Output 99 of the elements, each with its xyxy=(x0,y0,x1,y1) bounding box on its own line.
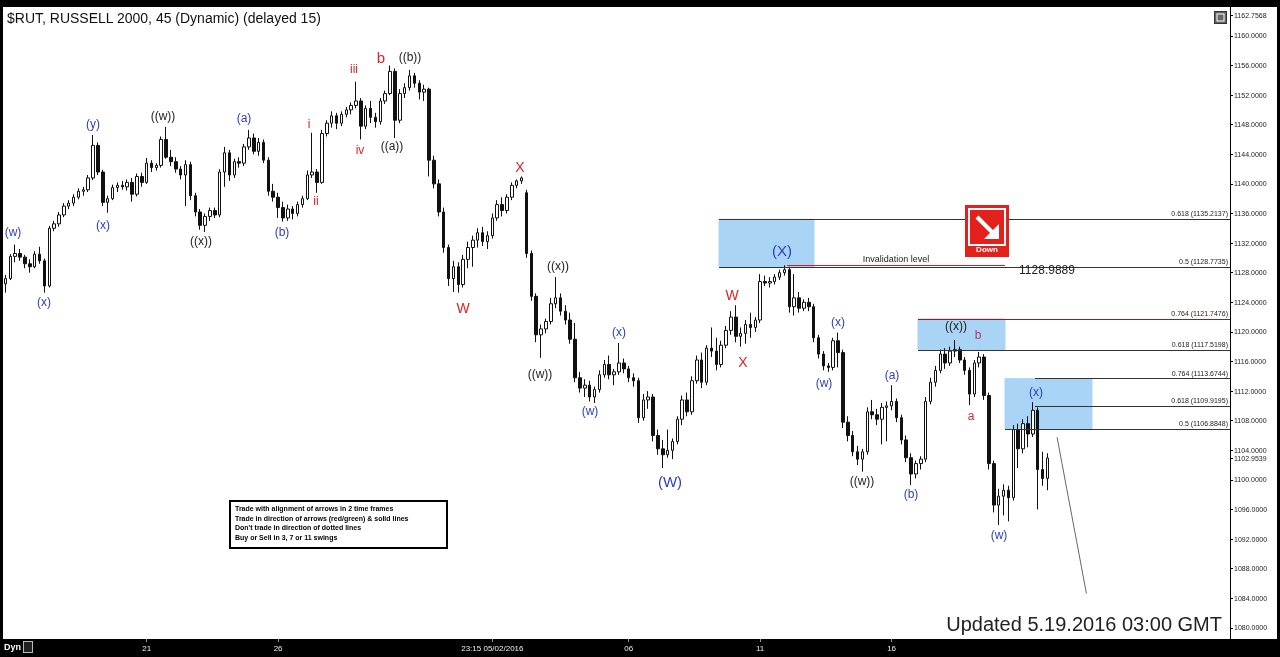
candlestick xyxy=(778,269,781,281)
candlestick xyxy=(744,319,747,345)
candlestick xyxy=(340,110,343,127)
line-series xyxy=(1056,437,1087,594)
annotation: (x) xyxy=(37,295,51,310)
candlestick xyxy=(77,187,80,200)
annotation: X xyxy=(515,159,525,176)
candlestick xyxy=(817,334,820,360)
candlestick xyxy=(184,159,187,207)
annotation: b xyxy=(376,48,386,67)
annotation: W xyxy=(456,300,470,317)
annotation: (w) xyxy=(4,225,22,240)
candlestick xyxy=(895,397,898,423)
annotation: ((a)) xyxy=(380,139,404,154)
candlestick xyxy=(637,377,640,424)
candlestick xyxy=(559,292,562,317)
chart-title: $RUT, RUSSELL 2000, 45 (Dynamic) (delayed 15) xyxy=(7,10,321,26)
candlestick xyxy=(1046,452,1049,491)
candlestick xyxy=(520,175,523,185)
candlestick xyxy=(934,365,937,388)
annotation: ((w)) xyxy=(527,367,553,382)
annotation: (x) xyxy=(612,325,626,340)
candlestick xyxy=(705,344,708,386)
candlestick xyxy=(710,326,713,358)
candlestick xyxy=(968,366,971,406)
candlestick xyxy=(374,112,377,129)
candlestick xyxy=(856,445,859,466)
annotation: ii xyxy=(313,194,319,209)
candlestick xyxy=(38,246,41,265)
annotation: (X) xyxy=(772,241,792,260)
candlestick xyxy=(481,226,484,247)
annotation: ((x)) xyxy=(190,234,212,249)
candlestick xyxy=(1007,485,1010,522)
candlestick xyxy=(413,72,416,89)
candlestick xyxy=(890,384,893,411)
annotation: (W) xyxy=(657,472,683,491)
candlestick xyxy=(223,146,226,188)
annotation: ((x)) xyxy=(945,319,967,334)
annotation: b xyxy=(974,328,982,343)
x-tick-label: 16 xyxy=(887,643,897,653)
annotation: a xyxy=(967,409,975,424)
candlestick xyxy=(593,386,596,404)
candlestick xyxy=(116,181,119,193)
annotation: ((w)) xyxy=(150,109,176,124)
candlestick xyxy=(525,189,528,259)
annotation: (w) xyxy=(581,404,599,419)
ref-line-label: Invalidation level xyxy=(862,253,930,264)
annotation: (x) xyxy=(96,218,110,233)
candlestick xyxy=(262,138,265,164)
annotation: i xyxy=(307,117,311,132)
candlestick xyxy=(72,193,75,207)
annotation: W xyxy=(725,287,739,304)
annotation: (y) xyxy=(86,117,100,132)
text: Dyn xyxy=(4,642,22,653)
annotation: 1128.9889 xyxy=(1019,263,1075,278)
x-tick-label: 06 xyxy=(624,643,634,653)
candlestick xyxy=(452,260,455,293)
annotation: X xyxy=(738,354,748,371)
candlestick xyxy=(861,448,864,473)
candlestick xyxy=(486,230,489,250)
annotation: ((b)) xyxy=(398,50,422,65)
candlestick xyxy=(150,159,153,173)
annotation: (a) xyxy=(236,111,252,126)
candlestick xyxy=(296,201,299,217)
candlestick xyxy=(598,369,601,394)
candlestick xyxy=(369,100,372,124)
annotation: (b) xyxy=(903,487,919,502)
annotation: (x) xyxy=(1029,385,1043,400)
x-tick-label: 26 xyxy=(273,643,284,653)
annotation: ((w)) xyxy=(849,474,875,489)
x-tick-label: 11 xyxy=(755,643,765,653)
annotation: (x) xyxy=(831,315,845,330)
annotation: Updated 5.19.2016 03:00 GMT xyxy=(946,613,1222,636)
annotation: (a) xyxy=(884,368,900,383)
annotation: Down xyxy=(975,245,999,255)
annotation: iii xyxy=(350,62,358,77)
candlestick xyxy=(228,149,231,182)
annotation: iv xyxy=(355,143,365,158)
x-tick-label: 21 xyxy=(142,643,152,653)
candlestick xyxy=(408,69,411,92)
annotation: (w) xyxy=(990,528,1008,543)
candlestick xyxy=(783,264,786,277)
candlestick xyxy=(749,312,752,339)
x-tick-label: 23:15 05/02/2016 xyxy=(461,643,525,653)
candlestick xyxy=(1041,451,1044,487)
candlestick xyxy=(671,437,674,460)
annotation: (b) xyxy=(274,225,290,240)
candlestick xyxy=(301,195,304,209)
candlestick xyxy=(189,161,192,201)
candlestick xyxy=(335,112,338,130)
candlestick xyxy=(447,244,450,287)
candlestick xyxy=(1002,483,1005,516)
candlestick xyxy=(111,184,114,201)
annotation: (w) xyxy=(815,376,833,391)
annotation: ((x)) xyxy=(547,259,569,274)
candlestick xyxy=(929,377,932,405)
candlestick xyxy=(632,372,635,388)
candlestick xyxy=(43,258,46,294)
candlestick xyxy=(822,350,825,371)
